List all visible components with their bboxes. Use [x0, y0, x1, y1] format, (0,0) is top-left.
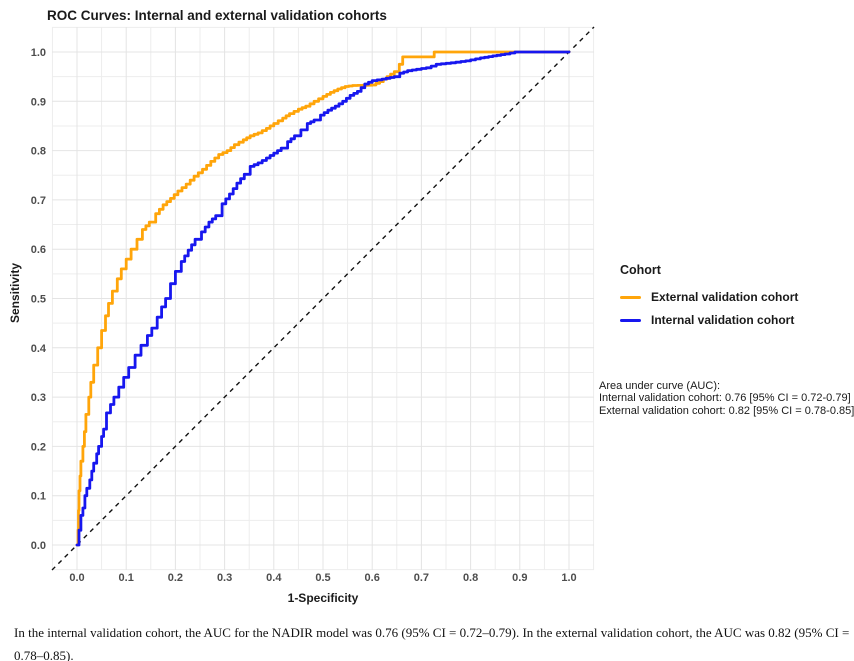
- y-tick-label: 0.2: [31, 441, 46, 453]
- figure-caption-line1: In the internal validation cohort, the A…: [14, 625, 850, 640]
- y-tick-label: 0.5: [31, 294, 46, 306]
- x-tick-label: 0.9: [512, 572, 527, 584]
- x-tick-label: 0.1: [119, 572, 134, 584]
- x-tick-label: 1.0: [561, 572, 576, 584]
- legend-title: Cohort: [620, 263, 661, 277]
- y-tick-label: 0.8: [31, 146, 46, 158]
- external-curve-key-icon: [620, 295, 641, 299]
- x-tick-label: 0.6: [365, 572, 380, 584]
- auc-annotation-internal: Internal validation cohort: 0.76 [95% CI…: [599, 392, 851, 405]
- y-tick-label: 0.1: [31, 491, 46, 503]
- x-tick-label: 0.4: [266, 572, 282, 584]
- y-tick-label: 0.9: [31, 96, 46, 108]
- y-tick-label: 0.6: [31, 244, 46, 256]
- legend-entry-internal: Internal validation cohort: [620, 313, 798, 327]
- x-axis-title: 1-Specificity: [287, 591, 359, 605]
- y-axis-title: Sensitivity: [8, 263, 22, 324]
- x-tick-label: 0.5: [315, 572, 330, 584]
- legend-label-internal: Internal validation cohort: [651, 313, 795, 327]
- y-tick-label: 0.3: [31, 392, 46, 404]
- roc-curve-internal: [75, 50, 571, 547]
- y-tick-label: 1.0: [31, 47, 46, 59]
- x-tick-label: 0.7: [414, 572, 429, 584]
- legend: Cohort External validation cohort Intern…: [620, 263, 798, 336]
- chart-title: ROC Curves: Internal and external valida…: [47, 8, 387, 23]
- y-tick-label: 0.7: [31, 195, 46, 207]
- y-tick-label: 0.0: [31, 540, 46, 552]
- internal-curve-key-icon: [620, 318, 641, 322]
- x-tick-label: 0.8: [463, 572, 478, 584]
- roc-curve-external: [75, 50, 571, 547]
- x-tick-label: 0.0: [69, 572, 84, 584]
- chance-diagonal-line: [51, 26, 595, 571]
- auc-annotation: Area under curve (AUC): Internal validat…: [599, 380, 854, 417]
- figure-caption: In the internal validation cohort, the A…: [14, 621, 850, 661]
- y-tick-label: 0.4: [31, 343, 47, 355]
- figure-caption-line2: 0.78–0.85).: [14, 648, 74, 661]
- auc-annotation-external: External validation cohort: 0.82 [95% CI…: [599, 404, 854, 417]
- x-tick-label: 0.2: [168, 572, 183, 584]
- x-tick-label: 0.3: [217, 572, 232, 584]
- roc-plot-canvas: 0.0 0.1 0.2 0.3 0.4 0.5 0.6 0.7 0.8 0.9 1.0 0.0 0.1 0…: [31, 26, 595, 584]
- auc-annotation-header: Area under curve (AUC):: [599, 380, 721, 392]
- legend-entry-external: External validation cohort: [620, 290, 798, 304]
- legend-label-external: External validation cohort: [651, 290, 799, 304]
